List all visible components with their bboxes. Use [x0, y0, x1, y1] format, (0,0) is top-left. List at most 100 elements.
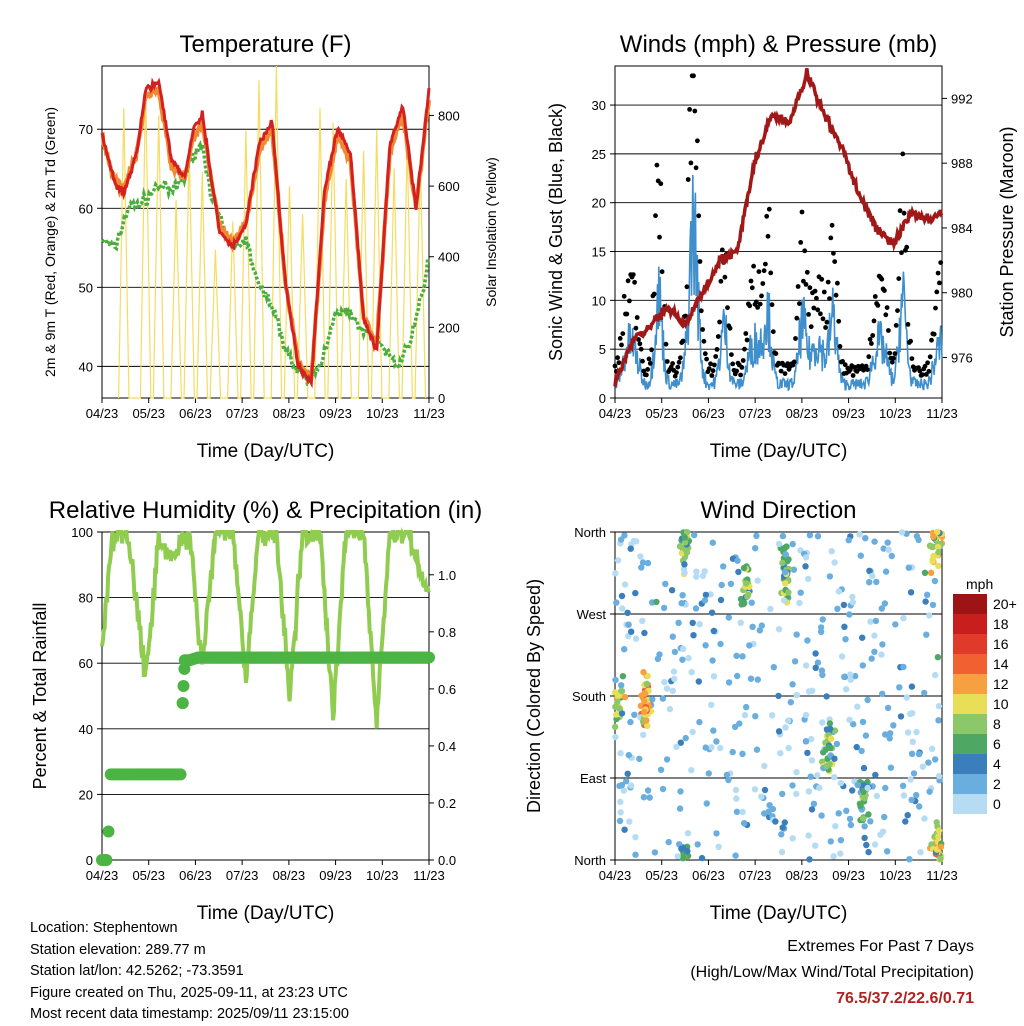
direction-point — [641, 708, 648, 715]
gust-point — [901, 210, 907, 216]
direction-point — [923, 631, 930, 638]
y2-tick-label: 984 — [951, 221, 973, 236]
direction-point — [866, 567, 873, 574]
gust-point — [827, 296, 832, 301]
direction-point — [873, 578, 880, 586]
gust-point — [782, 371, 788, 376]
direction-point — [735, 568, 742, 576]
direction-point — [733, 808, 741, 815]
direction-point — [693, 568, 700, 575]
direction-point — [767, 605, 774, 613]
direction-point — [723, 771, 731, 779]
gust-point — [812, 288, 818, 294]
direction-point — [929, 601, 937, 609]
gust-point — [672, 373, 678, 379]
direction-point — [753, 532, 760, 539]
direction-point — [662, 580, 669, 588]
gust-point — [624, 311, 630, 317]
elevation-label: Station elevation: 289.77 m — [30, 941, 206, 958]
gust-point — [764, 213, 770, 219]
x-tick-label: 09/23 — [319, 868, 352, 883]
direction-point — [779, 532, 787, 540]
direction-point — [921, 689, 928, 697]
y-axis-label: 2m & 9m T (Red, Orange) & 2m Td (Green) — [42, 107, 58, 377]
x-tick-label: 04/23 — [599, 406, 632, 421]
direction-point — [639, 559, 647, 566]
x-tick-label: 10/23 — [366, 406, 399, 421]
direction-point — [867, 818, 874, 825]
direction-point — [743, 703, 750, 711]
direction-point — [856, 531, 863, 538]
direction-point — [703, 800, 710, 807]
direction-point — [860, 764, 868, 772]
direction-point — [761, 762, 768, 770]
direction-point — [819, 616, 826, 623]
gust-point — [715, 334, 721, 339]
gust-point — [795, 284, 801, 289]
gust-point — [808, 324, 814, 330]
gust-point — [814, 295, 819, 301]
y-tick-label: 25 — [592, 147, 606, 162]
legend-label: 2 — [993, 776, 1001, 792]
direction-point — [746, 642, 753, 649]
direction-point — [640, 794, 648, 801]
gust-point — [926, 368, 932, 374]
gust-point — [867, 336, 873, 342]
direction-point — [618, 682, 625, 689]
direction-point — [621, 646, 628, 653]
wind-line — [614, 174, 943, 392]
direction-point — [860, 788, 867, 795]
direction-point — [769, 712, 776, 719]
direction-point — [627, 718, 634, 726]
direction-point — [689, 619, 696, 627]
gust-point — [640, 358, 645, 364]
x-tick-label: 09/23 — [319, 406, 352, 421]
direction-point — [659, 785, 667, 793]
direction-point — [619, 605, 626, 612]
y-tick-label: 0 — [86, 853, 93, 868]
legend-swatch — [953, 754, 987, 774]
gust-point — [612, 363, 618, 369]
gust-point — [663, 341, 669, 347]
gust-point — [687, 107, 692, 112]
direction-point — [779, 790, 786, 798]
precip-points — [96, 651, 435, 866]
direction-point — [789, 540, 796, 548]
direction-point — [846, 815, 854, 823]
x-axis-label: Time (Day/UTC) — [197, 903, 335, 924]
direction-point — [818, 812, 825, 819]
direction-point — [793, 769, 800, 776]
gust-point — [632, 279, 637, 285]
direction-point — [637, 702, 644, 710]
gust-point — [882, 288, 887, 293]
direction-point — [814, 659, 822, 666]
direction-point — [643, 717, 650, 724]
direction-point — [737, 619, 744, 626]
direction-point — [695, 678, 702, 685]
direction-point — [934, 543, 942, 551]
direction-point — [612, 570, 619, 577]
gust-point — [799, 209, 805, 215]
direction-point — [900, 792, 908, 799]
x-tick-label: 11/23 — [413, 868, 445, 883]
direction-point — [734, 672, 741, 680]
direction-point — [651, 849, 659, 856]
gust-point — [646, 356, 652, 362]
gust-point — [883, 312, 889, 318]
gust-point — [756, 269, 762, 274]
x-tick-label: 05/23 — [645, 868, 678, 883]
direction-point — [725, 679, 733, 686]
gust-point — [619, 342, 624, 348]
gust-point — [627, 298, 632, 304]
direction-point — [758, 622, 765, 629]
direction-point — [931, 577, 939, 585]
direction-point — [636, 755, 643, 762]
precip-point — [178, 662, 191, 675]
y-tick-label: 40 — [79, 359, 93, 374]
direction-point — [782, 551, 789, 558]
direction-point — [796, 599, 803, 607]
direction-point — [785, 744, 792, 752]
direction-point — [934, 528, 941, 536]
